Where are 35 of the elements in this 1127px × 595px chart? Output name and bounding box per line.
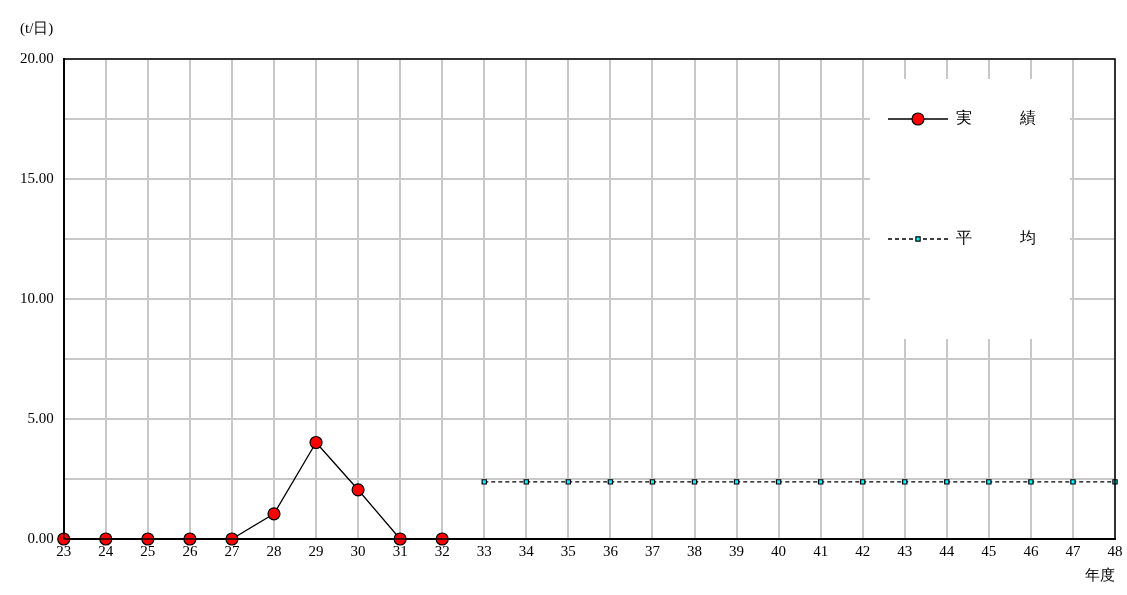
x-tick-label: 38 xyxy=(687,542,702,559)
y-tick-label: 0.00 xyxy=(27,529,54,546)
y-tick-label: 15.00 xyxy=(20,169,54,186)
x-tick-label: 48 xyxy=(1107,542,1123,559)
x-tick-label: 26 xyxy=(182,542,198,559)
x-tick-label: 29 xyxy=(308,542,324,559)
x-tick-label: 35 xyxy=(560,542,576,559)
x-tick-label: 24 xyxy=(98,542,114,559)
x-tick-label: 40 xyxy=(771,542,787,559)
y-tick-label: 20.00 xyxy=(20,49,54,66)
x-tick-label: 34 xyxy=(518,542,535,559)
legend-label: 実 績 xyxy=(956,109,1036,127)
x-tick-label: 30 xyxy=(350,542,366,559)
x-tick-label: 42 xyxy=(855,542,871,559)
x-tick-label: 46 xyxy=(1023,542,1039,559)
x-tick-label: 23 xyxy=(56,542,72,559)
x-tick-label: 44 xyxy=(939,542,955,559)
x-tick-label: 45 xyxy=(981,542,997,559)
x-tick-label: 32 xyxy=(434,542,450,559)
y-tick-label: 10.00 xyxy=(20,289,54,306)
x-tick-label: 43 xyxy=(897,542,913,559)
y-tick-label: 5.00 xyxy=(27,409,54,426)
x-tick-label: 31 xyxy=(392,542,408,559)
legend-label: 平 均 xyxy=(956,229,1036,247)
x-tick-label: 36 xyxy=(602,542,619,559)
x-tick-label: 25 xyxy=(140,542,156,559)
x-tick-label: 28 xyxy=(266,542,282,559)
x-tick-label: 27 xyxy=(224,542,240,559)
x-tick-label: 33 xyxy=(476,542,492,559)
x-tick-label: 41 xyxy=(813,542,829,559)
x-tick-label: 39 xyxy=(729,542,745,559)
x-tick-label: 47 xyxy=(1065,542,1081,559)
x-tick-label: 37 xyxy=(644,542,661,559)
x-axis-title: 年度 xyxy=(1085,567,1115,584)
y-axis-title: (t/日) xyxy=(20,20,54,38)
